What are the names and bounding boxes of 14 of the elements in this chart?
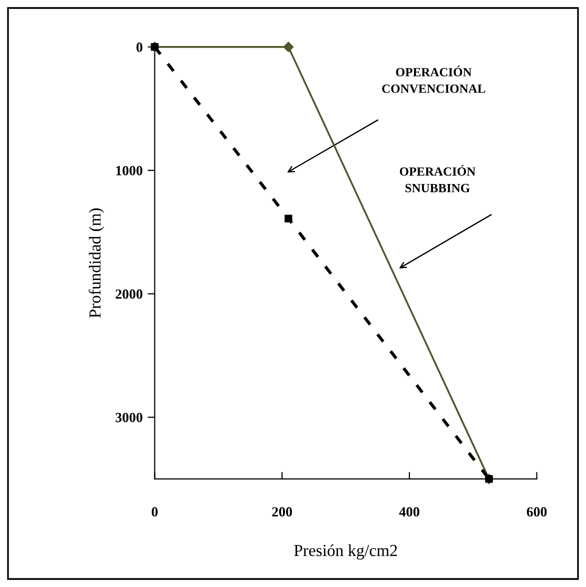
x-tick-label: 400 bbox=[399, 507, 420, 517]
annotation: OPERACIÓN CONVENCIONAL bbox=[382, 66, 486, 93]
x-tick-label: 600 bbox=[526, 507, 547, 517]
x-axis-title: Presión kg/cm2 bbox=[294, 544, 397, 560]
y-tick-label: 1000 bbox=[116, 166, 142, 176]
point bbox=[284, 214, 292, 222]
y-tick-label: 0 bbox=[136, 42, 142, 52]
annotation: OPERACIÓN SNUBBING bbox=[400, 164, 476, 192]
point bbox=[283, 42, 294, 52]
y-tick-label: 3000 bbox=[116, 412, 142, 422]
x-tick-label: 0 bbox=[152, 507, 158, 517]
y-axis-title: Profundidad (m) bbox=[88, 208, 104, 318]
x-tick-label: 200 bbox=[272, 507, 292, 517]
y-tick-label: 2000 bbox=[116, 289, 142, 299]
